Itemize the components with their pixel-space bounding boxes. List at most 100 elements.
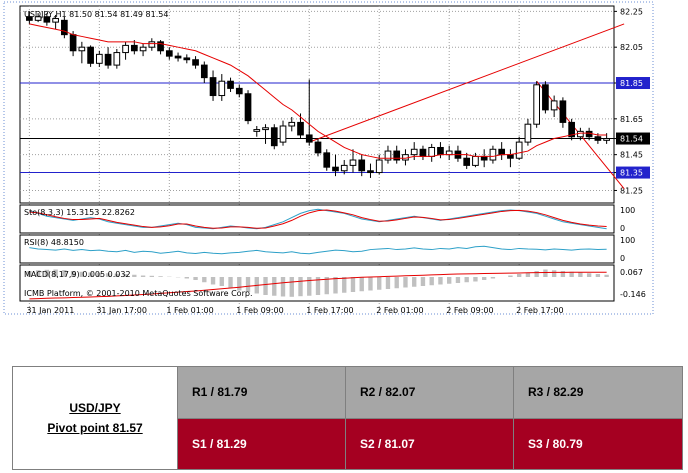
y-tick-label: 81.45 <box>620 151 643 160</box>
moving-average-line <box>29 23 607 159</box>
candle-body <box>183 57 191 61</box>
selection-frame <box>3 1 654 315</box>
candle-body <box>367 170 374 174</box>
candle-body <box>244 93 252 122</box>
candle-body <box>603 138 610 141</box>
candle-body <box>34 16 42 21</box>
level-label: 81.35 <box>620 169 643 178</box>
y-tick-label: 82.05 <box>620 43 643 52</box>
candle-body <box>43 16 51 23</box>
s1-cell: S1 / 81.29 <box>177 417 346 470</box>
candle-body <box>594 136 602 141</box>
candle-body <box>375 159 383 174</box>
trendline <box>309 23 625 143</box>
candle-body <box>139 46 147 52</box>
macd-tick-label: -0.146 <box>620 290 646 299</box>
candle-body <box>218 80 226 97</box>
macd-tick-label: 0.067 <box>620 268 643 277</box>
level-label-box <box>616 166 650 179</box>
level-label: 81.85 <box>620 79 643 88</box>
candle-body <box>165 50 173 57</box>
candle-body <box>340 164 348 172</box>
rsi-tick-label: 0 <box>620 254 625 263</box>
candle-body <box>349 159 357 166</box>
rsi-tick-label: 100 <box>620 236 635 245</box>
x-tick-label: 31 Jan 17:00 <box>96 306 147 315</box>
candle-body <box>122 44 129 54</box>
pivot-table: USD/JPY Pivot point 81.57 R1 / 81.79 R2 … <box>12 366 683 470</box>
candle-body <box>472 155 479 166</box>
candle-body <box>384 150 392 161</box>
candle-body <box>498 148 506 156</box>
candle-body <box>157 41 164 52</box>
candle-body <box>358 159 366 172</box>
level-label: 81.54 <box>620 135 643 144</box>
candle-body <box>253 129 261 132</box>
candle-body <box>524 123 532 143</box>
candle-body <box>113 52 121 66</box>
candle-body <box>78 46 86 52</box>
candle-body <box>568 121 575 138</box>
candle-body <box>463 157 471 166</box>
rsi-line <box>29 245 607 255</box>
s3-cell: S3 / 80.79 <box>513 417 683 470</box>
candle-body <box>445 150 453 156</box>
candle-body <box>262 127 269 131</box>
y-tick-label: 82.25 <box>620 7 643 16</box>
s2-cell: S2 / 81.07 <box>345 417 514 470</box>
candle-body <box>314 141 322 154</box>
candle-body <box>209 77 217 97</box>
candle-body <box>550 100 558 111</box>
x-tick-label: 2 Feb 01:00 <box>376 306 423 315</box>
candle-body <box>419 148 427 157</box>
candle-body <box>533 84 540 125</box>
x-tick-label: 31 Jan 2011 <box>26 306 74 315</box>
candle-body <box>69 34 77 52</box>
candle-body <box>104 53 112 66</box>
candle-body <box>279 125 287 143</box>
candle-body <box>410 148 418 156</box>
x-tick-label: 1 Feb 17:00 <box>306 306 353 315</box>
r1-cell: R1 / 81.79 <box>177 366 346 419</box>
candle-body <box>297 121 304 136</box>
level-label-box <box>616 77 650 90</box>
candle-body <box>227 80 234 89</box>
x-tick-label: 1 Feb 01:00 <box>166 306 213 315</box>
macd-signal-line <box>29 271 607 300</box>
y-tick-label: 81.25 <box>620 186 643 195</box>
chart-svg: 82.25 82.05 81.65 81.45 81.25 81.85 81.35 81.54… <box>3 1 654 315</box>
x-tick-label: 2 Feb 17:00 <box>516 306 563 315</box>
candle-body <box>96 53 103 64</box>
candle-body <box>305 134 313 143</box>
candle-body <box>200 64 208 79</box>
stochastic-tick-label: 100 <box>620 206 635 215</box>
candle-body <box>393 150 401 161</box>
candle-body <box>323 152 331 168</box>
r3-cell: R3 / 82.29 <box>513 366 683 419</box>
candle-body <box>480 155 488 161</box>
candle-body <box>542 84 549 111</box>
copyright-text: ICMB Platform, © 2001-2010 MetaQuotes So… <box>24 289 253 298</box>
chart-frame: 82.25 82.05 81.65 81.45 81.25 81.85 81.35 81.54… <box>3 1 654 315</box>
candle-body <box>507 154 514 159</box>
x-tick-label: 2 Feb 09:00 <box>446 306 493 315</box>
candle-body <box>130 44 138 52</box>
x-tick-label: 1 Feb 09:00 <box>236 306 283 315</box>
candle-body <box>235 87 243 95</box>
pair-label: USD/JPY <box>69 401 121 415</box>
stochastic-title: Sto(8,3,3) 15.3153 22.8262 <box>24 208 135 217</box>
pair-cell: USD/JPY Pivot point 81.57 <box>12 366 178 470</box>
y-tick-label: 81.65 <box>620 115 643 124</box>
candle-body <box>437 146 444 156</box>
candle-body <box>489 148 497 161</box>
main-chart-title: USDJPY,H1 81.50 81.54 81.49 81.54 <box>24 10 168 19</box>
candle-body <box>192 59 199 66</box>
support-row: S1 / 81.29 S2 / 81.07 S3 / 80.79 <box>13 417 683 470</box>
candle-body <box>52 18 59 23</box>
resistance-row: USD/JPY Pivot point 81.57 R1 / 81.79 R2 … <box>12 366 683 470</box>
candle-body <box>559 100 567 123</box>
stochastic-tick-label: 0 <box>620 224 625 233</box>
pivot-label: Pivot point 81.57 <box>47 421 143 435</box>
candle-body <box>87 46 94 64</box>
candle-body <box>515 141 523 159</box>
